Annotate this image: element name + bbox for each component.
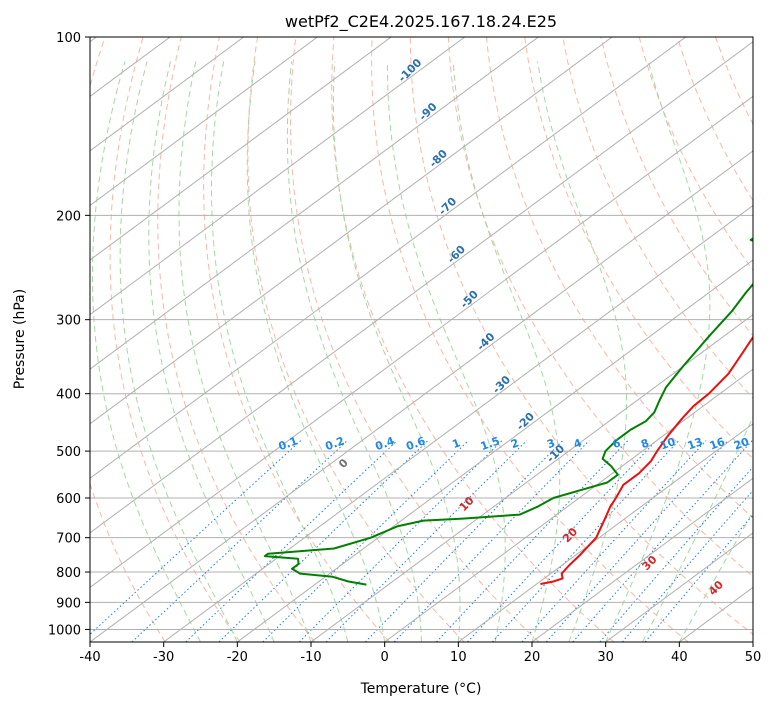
- y-tick-label: 400: [56, 388, 81, 403]
- x-tick-label: -10: [300, 650, 321, 665]
- x-tick-label: -30: [153, 650, 174, 665]
- y-tick-label: 100: [56, 31, 81, 46]
- x-tick-label: 40: [671, 650, 688, 665]
- x-tick-label: -40: [79, 650, 100, 665]
- y-tick-label: 900: [56, 596, 81, 611]
- x-tick-label: 0: [381, 650, 389, 665]
- x-tick-label: -20: [227, 650, 248, 665]
- y-tick-label: 500: [56, 445, 81, 460]
- y-tick-label: 200: [56, 209, 81, 224]
- y-tick-label: 600: [56, 492, 81, 507]
- y-tick-label: 700: [56, 532, 81, 547]
- y-tick-label: 1000: [48, 623, 81, 638]
- x-tick-label: 50: [745, 650, 762, 665]
- x-tick-label: 10: [450, 650, 467, 665]
- y-tick-label: 300: [56, 314, 81, 329]
- y-axis-label: Pressure (hPa): [12, 289, 28, 389]
- x-tick-label: 30: [597, 650, 614, 665]
- x-axis-label: Temperature (°C): [360, 681, 482, 697]
- x-tick-label: 20: [524, 650, 541, 665]
- chart-title: wetPf2_C2E4.2025.167.18.24.E25: [285, 12, 557, 32]
- y-tick-label: 800: [56, 566, 81, 581]
